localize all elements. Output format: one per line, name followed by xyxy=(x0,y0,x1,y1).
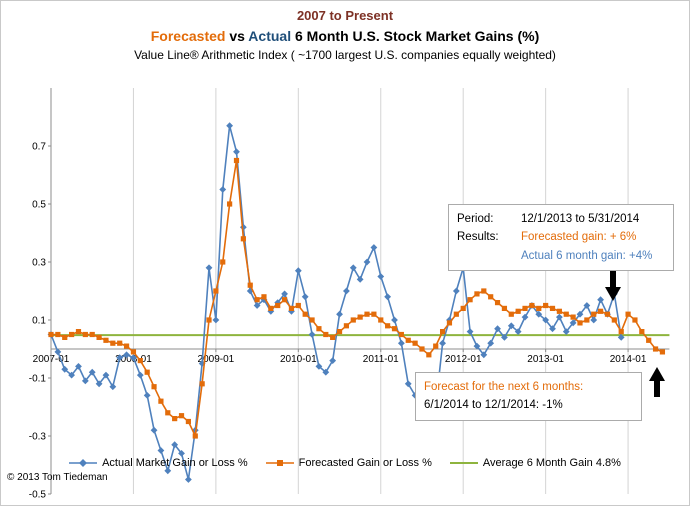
title-word-actual: Actual xyxy=(248,28,292,44)
svg-text:-0.5: -0.5 xyxy=(29,490,47,501)
svg-text:-0.3: -0.3 xyxy=(29,432,47,443)
next-forecast-box: Forecast for the next 6 months: 6/1/2014… xyxy=(415,372,642,421)
copyright-text: © 2013 Tom Tiedeman xyxy=(7,472,108,483)
average-line-swatch xyxy=(449,462,478,464)
forecasted-gain-value: Forecasted gain: + 6% xyxy=(521,231,637,244)
up-arrow-icon xyxy=(649,367,665,397)
chart-titles: 2007 to Present Forecasted vs Actual 6 M… xyxy=(1,8,689,62)
legend: Actual Market Gain or Loss % Forecasted … xyxy=(1,457,689,469)
svg-text:0.3: 0.3 xyxy=(32,258,46,269)
title-word-vs: vs xyxy=(225,28,249,44)
svg-text:2012-01: 2012-01 xyxy=(445,354,482,365)
svg-text:0.5: 0.5 xyxy=(32,200,46,211)
period-results-box: Period: 12/1/2013 to 5/31/2014 Results: Fo… xyxy=(448,204,674,272)
forecasted-series-swatch xyxy=(265,460,294,466)
svg-text:2010-01: 2010-01 xyxy=(280,354,317,365)
legend-item-forecasted: Forecasted Gain or Loss % xyxy=(265,457,432,469)
actual-series-swatch xyxy=(69,459,98,467)
results-label: Results: xyxy=(457,231,499,244)
svg-text:2011-01: 2011-01 xyxy=(363,354,399,365)
svg-text:2013-01: 2013-01 xyxy=(527,354,564,365)
period-row: Period: 12/1/2013 to 5/31/2014 xyxy=(457,210,665,228)
chart-subtitle: 2007 to Present xyxy=(296,8,394,23)
svg-text:0.1: 0.1 xyxy=(32,316,46,327)
legend-label-average: Average 6 Month Gain 4.8% xyxy=(482,457,621,469)
svg-text:0.7: 0.7 xyxy=(32,142,46,153)
actual-gain-row: Actual 6 month gain: +4% xyxy=(457,247,665,265)
forecast-box-title: Forecast for the next 6 months: xyxy=(424,381,584,393)
title-word-forecasted: Forecasted xyxy=(150,28,226,44)
title-word-rest: 6 Month U.S. Stock Market Gains (%) xyxy=(291,28,540,44)
forecast-box-value: 6/1/2014 to 12/1/2014: -1% xyxy=(424,399,563,412)
actual-gain-value: Actual 6 month gain: +4% xyxy=(521,249,653,262)
legend-item-average: Average 6 Month Gain 4.8% xyxy=(449,457,621,469)
svg-text:-0.1: -0.1 xyxy=(29,374,47,385)
results-row: Results: Forecasted gain: + 6% xyxy=(457,228,665,246)
legend-item-actual: Actual Market Gain or Loss % xyxy=(69,457,248,469)
chart-title: Forecasted vs Actual 6 Month U.S. Stock … xyxy=(1,28,689,44)
svg-text:2014-01: 2014-01 xyxy=(610,354,647,365)
period-label: Period: xyxy=(457,213,494,225)
legend-label-actual: Actual Market Gain or Loss % xyxy=(102,457,248,469)
period-value: 12/1/2013 to 5/31/2014 xyxy=(521,213,640,225)
svg-text:2009-01: 2009-01 xyxy=(198,354,235,365)
down-arrow-icon xyxy=(605,271,621,301)
legend-label-forecasted: Forecasted Gain or Loss % xyxy=(298,457,432,469)
chart-note: Value Line® Arithmetic Index ( ~1700 lar… xyxy=(134,48,556,62)
